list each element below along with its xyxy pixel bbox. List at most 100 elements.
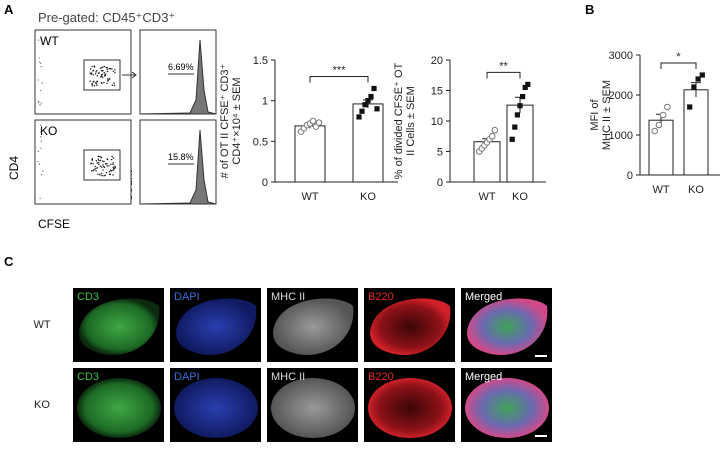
y-tick-label: 10 (431, 116, 443, 128)
event (103, 65, 106, 68)
event (37, 160, 39, 163)
event (101, 166, 103, 168)
event (96, 80, 98, 83)
event (108, 173, 111, 176)
row-label: WT (40, 34, 59, 48)
data-point (359, 108, 365, 114)
event (102, 66, 104, 68)
event (95, 82, 97, 85)
channel-label: CD3 (77, 291, 99, 303)
panel-label: C (4, 254, 14, 269)
event (110, 163, 112, 165)
dot-plot (34, 119, 132, 205)
y-tick-label: 5 (437, 147, 443, 159)
event (112, 169, 114, 172)
significance: * (676, 51, 681, 63)
event (96, 70, 98, 72)
gate (83, 59, 121, 91)
channel-label: Merged (465, 291, 502, 303)
event (112, 166, 114, 169)
event (100, 76, 102, 78)
event (40, 89, 42, 92)
event (94, 165, 96, 168)
event (114, 165, 116, 167)
event (101, 70, 103, 72)
data-point (691, 84, 697, 90)
event (91, 65, 93, 68)
x-tick-label: WT (652, 184, 669, 196)
channel-label: MHC II (271, 371, 305, 383)
event (99, 173, 101, 176)
event (95, 167, 97, 170)
event (100, 172, 103, 174)
event (106, 158, 109, 161)
event (89, 68, 92, 70)
event (106, 82, 108, 85)
event (40, 102, 42, 104)
x-tick-label: KO (688, 184, 704, 196)
event (40, 173, 43, 176)
data-point (699, 72, 705, 78)
bar (683, 89, 709, 176)
event (96, 75, 98, 77)
y-tick-label: 0 (627, 170, 633, 182)
data-point (687, 104, 693, 110)
event (92, 169, 95, 171)
percent: 15.8% (168, 152, 194, 162)
event (101, 82, 103, 85)
event (40, 131, 42, 133)
event (91, 85, 94, 87)
y-axis-label: MFI of (589, 98, 601, 130)
data-point (365, 98, 371, 104)
data-point (512, 124, 518, 130)
event (112, 162, 114, 164)
event (96, 162, 98, 164)
y-tick-label: 1.5 (253, 55, 268, 67)
y-tick-label: 0.5 (253, 136, 268, 148)
event (91, 158, 93, 160)
event (107, 78, 109, 80)
event (42, 170, 44, 172)
event (95, 81, 97, 84)
gate-label: Pre-gated: CD45⁺CD3⁺ (38, 10, 175, 25)
channel-label: MHC II (271, 291, 305, 303)
event (38, 101, 40, 104)
gate (83, 149, 121, 181)
y-tick-label: 15 (431, 86, 443, 98)
histogram-peak (139, 39, 217, 115)
significance-bracket (486, 71, 521, 79)
channel-label: DAPI (174, 291, 200, 303)
event (105, 171, 108, 174)
bar (473, 141, 501, 183)
y-tick-label: 1000 (609, 130, 633, 142)
event (108, 78, 111, 80)
event (91, 159, 93, 161)
event (39, 61, 41, 63)
event (111, 84, 114, 87)
event (89, 80, 91, 82)
event (101, 73, 104, 75)
row-label: WT (33, 319, 50, 331)
event (95, 160, 98, 162)
event (113, 84, 116, 87)
event (96, 84, 98, 86)
significance: *** (333, 64, 347, 76)
tissue (370, 298, 451, 355)
significance: ** (499, 60, 508, 72)
y-axis-label: II Cells ± SEM (405, 86, 417, 156)
event (40, 147, 42, 149)
event (103, 175, 105, 177)
event (89, 72, 91, 74)
data-point (374, 106, 380, 112)
channel-label: B220 (368, 371, 394, 383)
channel-label: Merged (465, 371, 502, 383)
event (101, 67, 103, 69)
histogram-peak (139, 129, 217, 205)
arrow (122, 71, 137, 79)
tissue (465, 378, 549, 438)
y-tick-label: 0 (437, 177, 443, 189)
event (95, 170, 97, 172)
channel-label: CD3 (77, 371, 99, 383)
event (102, 169, 104, 171)
